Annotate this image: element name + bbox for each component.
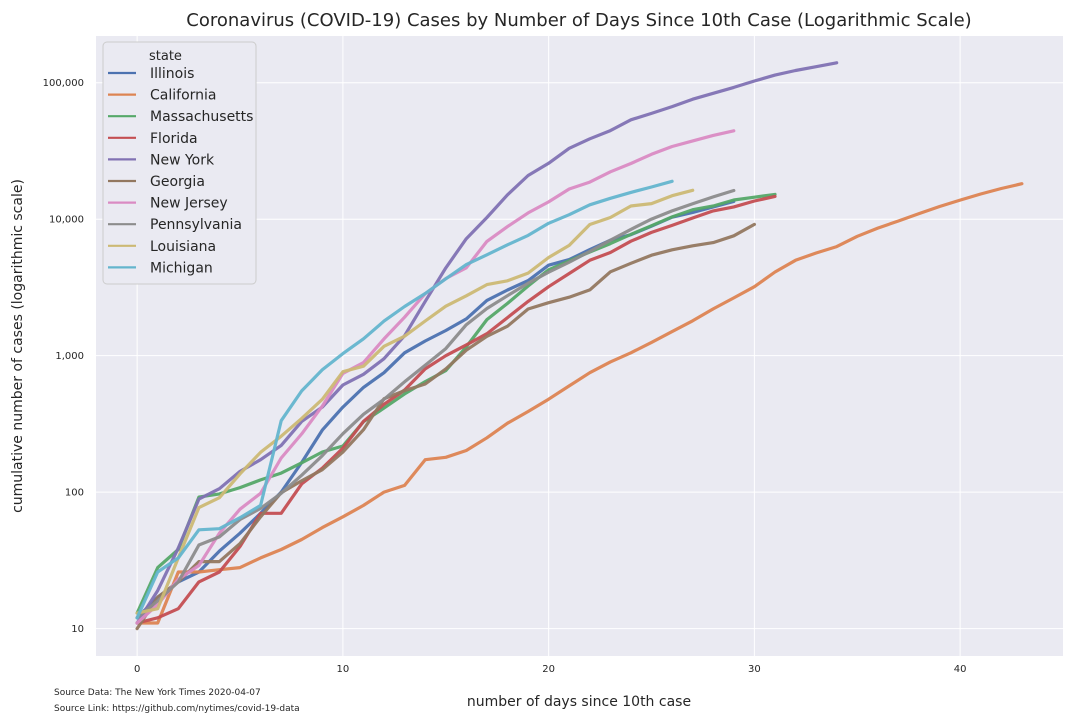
x-tick-label: 30 [748, 664, 761, 675]
chart-title: Coronavirus (COVID-19) Cases by Number o… [186, 10, 971, 31]
x-axis-ticks: 0 10 20 30 40 [134, 664, 967, 675]
plot-area [96, 36, 1063, 656]
y-axis-ticks: 10 100 1,000 10,000 100,000 [43, 78, 84, 635]
legend-entry-louisiana: Louisiana [150, 239, 216, 255]
series-line-pennsylvania [135, 188, 736, 620]
legend-title: state [149, 49, 182, 64]
y-tick-label: 10 [71, 624, 84, 635]
series-line-michigan [135, 179, 674, 620]
y-tick-label: 1,000 [55, 351, 84, 362]
legend: state Illinois California Massachusetts Flo… [102, 41, 257, 285]
x-tick-label: 0 [134, 664, 140, 675]
legend-box [102, 41, 257, 285]
legend-entry-california: California [150, 88, 216, 104]
series-line-new-york [135, 61, 839, 625]
series-line-louisiana [135, 188, 695, 615]
x-tick-label: 10 [337, 664, 350, 675]
legend-entry-new-jersey: New Jersey [150, 196, 228, 212]
y-axis-label: cumulative number of cases (logarithmic … [10, 179, 26, 513]
legend-entry-michigan: Michigan [150, 260, 213, 276]
series-lines [135, 61, 1024, 631]
y-tick-label: 100 [65, 488, 84, 499]
y-tick-label: 10,000 [49, 215, 84, 226]
legend-entry-florida: Florida [150, 131, 198, 147]
legend-entry-massachusetts: Massachusetts [150, 109, 253, 125]
x-tick-label: 40 [954, 664, 967, 675]
source-link-note: Source Link: https://github.com/nytimes/… [54, 704, 300, 714]
legend-entry-illinois: Illinois [150, 66, 194, 82]
legend-entry-new-york: New York [150, 152, 215, 168]
grid-lines [96, 36, 1063, 656]
source-data-note: Source Data: The New York Times 2020-04-… [54, 688, 261, 698]
legend-entry-georgia: Georgia [150, 174, 205, 190]
x-axis-label: number of days since 10th case [467, 694, 691, 710]
y-tick-label: 100,000 [43, 78, 84, 89]
x-tick-label: 20 [542, 664, 555, 675]
legend-entry-pennsylvania: Pennsylvania [150, 217, 242, 233]
series-line-california [135, 182, 1024, 625]
series-line-georgia [135, 222, 757, 631]
